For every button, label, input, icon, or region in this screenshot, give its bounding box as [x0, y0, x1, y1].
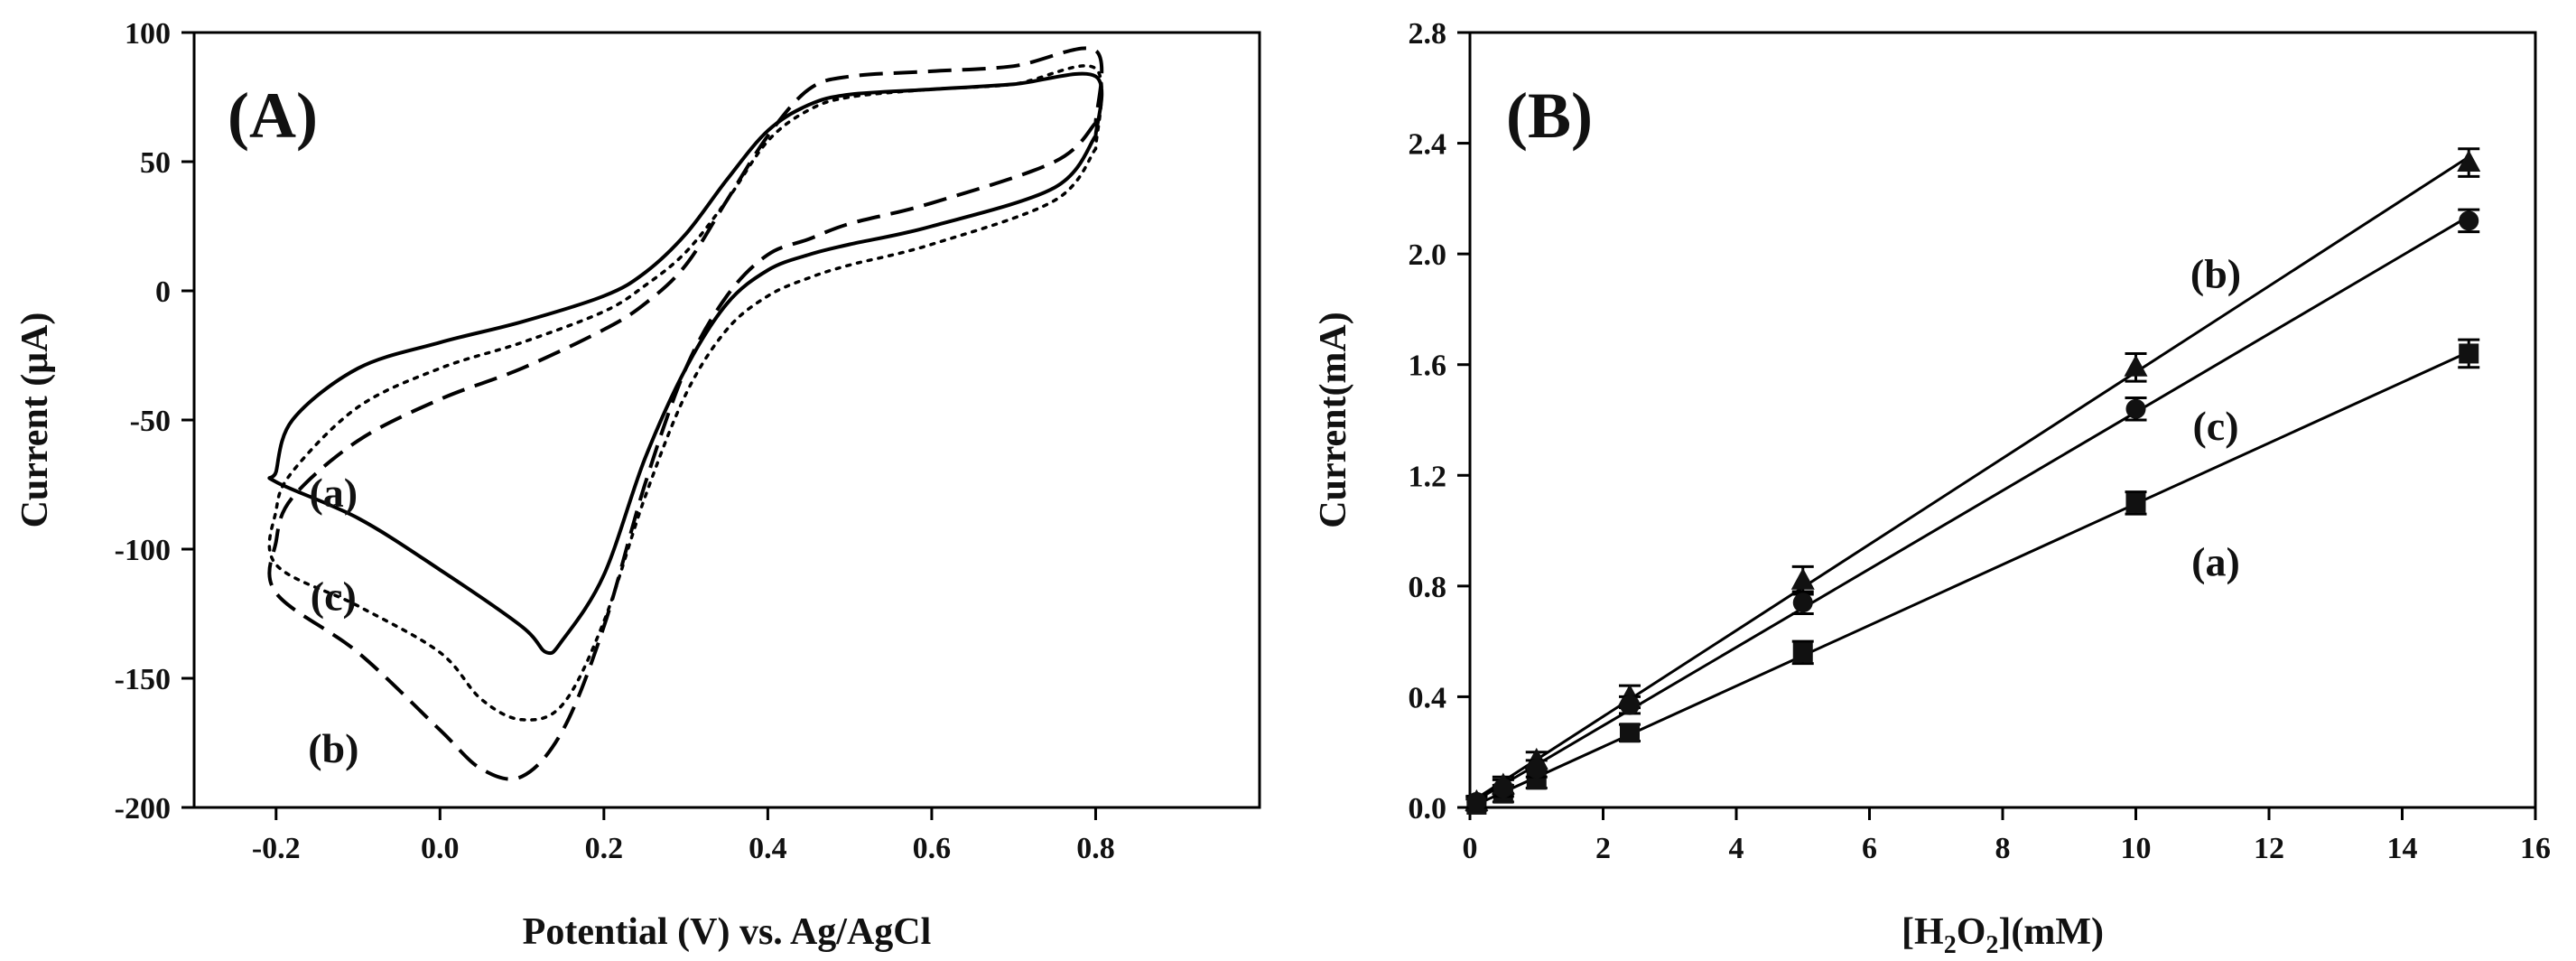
panel-b-x-tick-label: 14: [2387, 832, 2418, 865]
series-b: [1465, 147, 2481, 811]
data-point-c: [1620, 695, 1640, 715]
panel-b-x-tick-label: 10: [2121, 832, 2152, 865]
panel-a-x-tick-label: 0.4: [749, 832, 787, 865]
data-point-c: [1493, 778, 1513, 798]
panel-b-x-tick-label: 2: [1595, 832, 1611, 865]
panel-b-y-tick-label: 1.6: [1409, 350, 1447, 383]
panel-b-x-tick-label: 6: [1862, 832, 1877, 865]
cv-curve-c: [267, 64, 1103, 722]
panel-b-x-tick-label: 4: [1729, 832, 1744, 865]
data-point-b: [1790, 567, 1815, 590]
x-title-part-post: ](mM): [1998, 911, 2104, 953]
cv-curve-a: [267, 71, 1104, 656]
panel-b-y-tick-label: 2.8: [1409, 17, 1447, 51]
panel-a-y-tick-label: 100: [125, 17, 171, 51]
panel-a-x-tick-label: 0.6: [913, 832, 952, 865]
panel-b-y-tick-label: 1.2: [1409, 460, 1447, 493]
series-c: [1465, 208, 2480, 812]
x-title-sub2: 2: [1985, 931, 1998, 959]
panel-a-x-axis-title: Potential (V) vs. Ag/AgCl: [523, 911, 932, 953]
panel-a-y-tick-label: 0: [155, 275, 171, 309]
panel-b-y-tick-label: 2.4: [1409, 128, 1447, 162]
data-point-c: [1466, 791, 1487, 812]
panel-b-series-label: (b): [2190, 251, 2241, 297]
panel-a-y-tick-label: -150: [115, 663, 171, 696]
x-title-part-mid: O: [1957, 911, 1986, 953]
panel-a-ticks: -0.2 0.0 0.2 0.4 0.6 0.8 -200 -150 -100 -50 0 50 100: [115, 17, 1115, 865]
panel-b-series-labels: (b) (c) (a): [2190, 251, 2241, 585]
x-title-part-pre: [H: [1902, 911, 1944, 953]
panel-b-x-tick-label: 0: [1463, 832, 1478, 865]
panel-a-cyclic-voltammogram: (A) Potential (V) vs. Ag/AgCl Current (μ…: [14, 17, 1261, 953]
data-point-c: [2459, 210, 2479, 231]
panel-a-x-tick-label: 0.0: [421, 832, 460, 865]
panel-b-series-label: (a): [2191, 538, 2240, 584]
panel-b-series: [1465, 147, 2481, 815]
panel-b-y-tick-label: 0.4: [1409, 681, 1447, 714]
panel-a-x-tick-label: 0.2: [585, 832, 624, 865]
data-point-c: [1526, 759, 1547, 779]
fit-line-a: [1475, 350, 2469, 807]
data-point-a: [2459, 343, 2479, 364]
x-title-sub1: 2: [1944, 931, 1957, 959]
data-point-b: [2124, 354, 2148, 377]
panel-a-curve-label: (b): [308, 725, 358, 771]
panel-a-curves: [267, 46, 1104, 781]
panel-b-y-tick-label: 0.8: [1409, 571, 1447, 604]
panel-a-curve-labels: (a) (c) (b): [308, 470, 358, 771]
panel-b-y-tick-label: 2.0: [1409, 238, 1447, 272]
fit-line-c: [1475, 215, 2470, 802]
data-point-a: [1620, 723, 1640, 743]
panel-b-y-tick-label: 0.0: [1409, 792, 1447, 826]
series-a: [1465, 338, 2480, 815]
panel-a-label: (A): [228, 79, 318, 152]
panel-b-y-axis-title: Current(mA): [1313, 312, 1354, 528]
panel-a-x-tick-label: 0.8: [1076, 832, 1115, 865]
panel-a-plot-frame: [192, 31, 1261, 809]
data-point-b: [2457, 150, 2481, 173]
panel-a-y-axis-title: Current (μA): [14, 313, 56, 528]
panel-b-x-tick-label: 16: [2520, 832, 2551, 865]
panel-a-curve-label: (a): [309, 470, 358, 516]
panel-b-calibration-plot: (B) [H2O2](mM) Current(mA) 0 2 4 6 8 10 12 14 16…: [1313, 17, 2551, 959]
panel-a-x-tick-label: -0.2: [252, 832, 301, 865]
panel-b-x-tick-label: 12: [2254, 832, 2284, 865]
cv-curve-b: [267, 46, 1104, 781]
fit-line-b: [1475, 155, 2470, 800]
panel-b-series-label: (c): [2192, 403, 2238, 449]
panel-b-x-axis-title: [H2O2](mM): [1902, 911, 2104, 959]
data-point-a: [2125, 492, 2146, 513]
data-point-c: [2125, 398, 2146, 419]
panel-a-y-tick-label: -200: [115, 792, 171, 826]
panel-a-y-tick-label: -100: [115, 534, 171, 567]
panel-b-ticks: 0 2 4 6 8 10 12 14 16 0.0 0.4 0.8 1.2 1.6 2.0 2.4 2.8: [1409, 17, 2552, 865]
panel-b-x-tick-label: 8: [1995, 832, 2011, 865]
panel-a-y-tick-label: -50: [130, 405, 171, 438]
data-point-a: [1792, 642, 1813, 663]
panel-a-curve-label: (c): [311, 573, 357, 619]
panel-b-label: (B): [1506, 79, 1593, 152]
panel-a-y-tick-label: 50: [140, 146, 171, 180]
data-point-c: [1792, 592, 1813, 613]
